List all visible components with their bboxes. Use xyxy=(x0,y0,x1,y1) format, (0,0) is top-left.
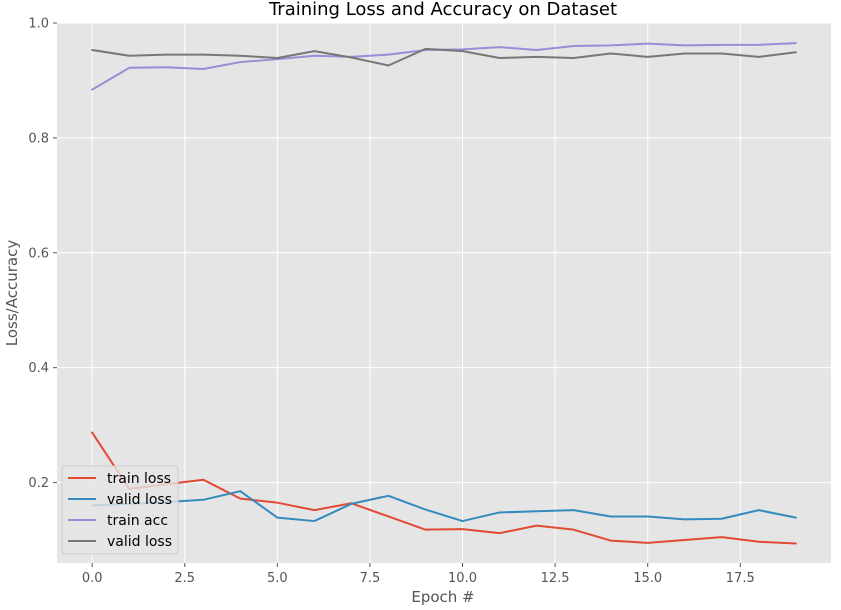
legend-box xyxy=(61,465,179,555)
y-tick-label: 0.4 xyxy=(28,361,49,376)
legend-label: train acc xyxy=(107,513,168,529)
series-line-valid-loss-2 xyxy=(91,490,797,523)
x-tick-label: 7.5 xyxy=(360,571,381,586)
series-lines xyxy=(91,42,797,545)
plot-background xyxy=(57,23,831,563)
x-axis-label: Epoch # xyxy=(411,588,474,606)
x-tick-label: 12.5 xyxy=(541,571,570,586)
y-tick-label: 1.0 xyxy=(28,17,49,32)
legend-label: valid loss xyxy=(107,492,172,508)
x-tick-label: 15.0 xyxy=(633,571,662,586)
x-tick-label: 17.5 xyxy=(726,571,755,586)
series-line-train-loss-1 xyxy=(91,431,797,545)
chart-title: Training Loss and Accuracy on Dataset xyxy=(268,0,617,20)
y-tick-label: 0.6 xyxy=(28,246,49,261)
y-tick-label: 0.2 xyxy=(28,476,49,491)
x-tick-label: 5.0 xyxy=(267,571,288,586)
legend-label: train loss xyxy=(107,471,171,487)
legend-entries: train loss valid loss train acc valid loss xyxy=(68,471,172,550)
x-axis-ticks: 0.0 2.5 5.0 7.5 10.0 12.5 15.0 17.5 xyxy=(82,563,755,586)
y-tick-label: 0.8 xyxy=(28,131,49,146)
legend: train loss valid loss train acc valid loss xyxy=(61,465,179,555)
x-tick-label: 0.0 xyxy=(82,571,103,586)
y-axis-label: Loss/Accuracy xyxy=(3,240,21,347)
x-tick-label: 10.0 xyxy=(448,571,477,586)
series-line-valid-loss-4 xyxy=(91,47,797,67)
y-axis-ticks: 0.2 0.4 0.6 0.8 1.0 xyxy=(28,17,57,491)
legend-label: valid loss xyxy=(107,534,172,550)
x-tick-label: 2.5 xyxy=(174,571,195,586)
